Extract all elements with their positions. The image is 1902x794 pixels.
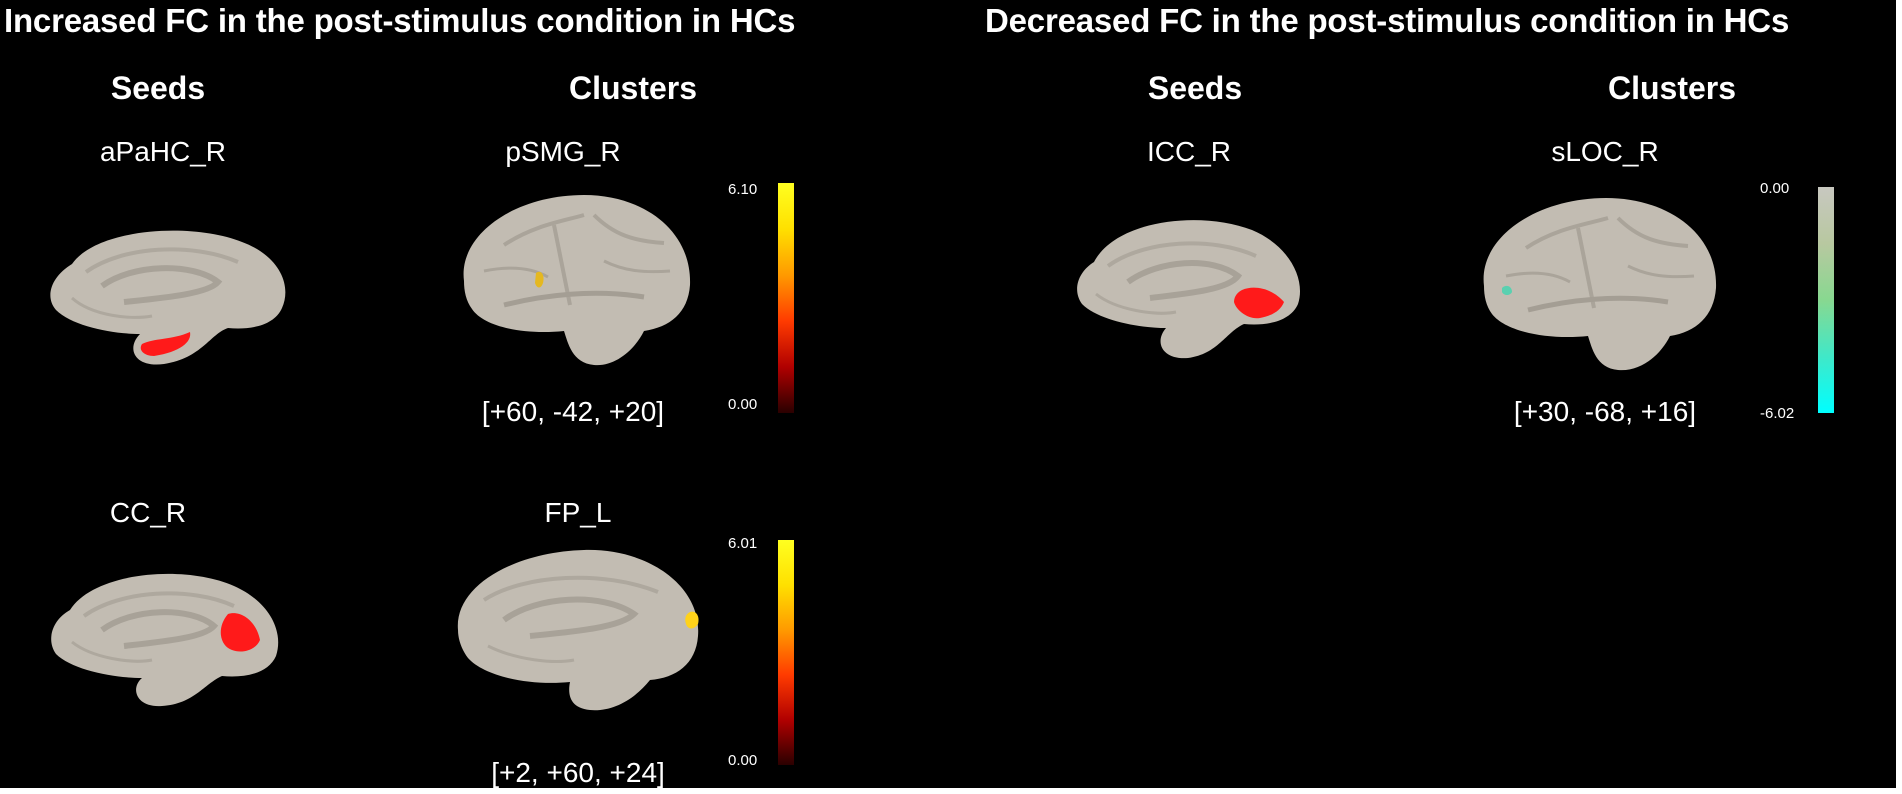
border-bottom: [0, 788, 1902, 794]
cluster-label: sLOC_R: [1551, 136, 1659, 167]
colorbar-min: -6.02: [1760, 405, 1795, 422]
seed-label: CC_R: [109, 497, 187, 528]
cluster-label: FP_L: [544, 497, 612, 528]
colorbar-min: 0.00: [728, 752, 758, 769]
title-increased: Increased FC in the post-stimulus condit…: [4, 2, 796, 39]
title-decreased: Decreased FC in the post-stimulus condit…: [985, 2, 1790, 39]
cluster-label: pSMG_R: [505, 136, 621, 167]
colorbar-min: 0.00: [728, 396, 758, 413]
lateral-brain-sLOC: [1483, 198, 1717, 371]
colorbar-max: 6.01: [728, 535, 758, 552]
medial-brain-ICC: [1077, 220, 1301, 359]
medial-brain-FP: [457, 549, 699, 711]
colorbar-positive: [778, 540, 794, 765]
border-right: [1896, 0, 1902, 794]
medial-brain-CC: [51, 573, 279, 707]
header-clusters-right: Clusters: [1607, 70, 1737, 106]
header-seeds-right: Seeds: [1147, 70, 1243, 106]
colorbar-max: 0.00: [1760, 180, 1790, 197]
header-clusters-left: Clusters: [568, 70, 698, 106]
colorbar-max: 6.10: [728, 181, 758, 198]
seed-label: ICC_R: [1146, 136, 1232, 167]
cluster-coordinate: [+2, +60, +24]: [491, 757, 665, 788]
medial-brain-aPaHC: [50, 230, 286, 365]
header-seeds-left: Seeds: [110, 70, 206, 106]
cluster-coordinate: [+30, -68, +16]: [1513, 396, 1697, 427]
lateral-brain-pSMG: [463, 195, 691, 366]
cluster-coordinate: [+60, -42, +20]: [481, 396, 665, 427]
colorbar-positive: [778, 183, 794, 413]
seed-label: aPaHC_R: [99, 136, 227, 167]
colorbar-negative: [1818, 187, 1834, 413]
